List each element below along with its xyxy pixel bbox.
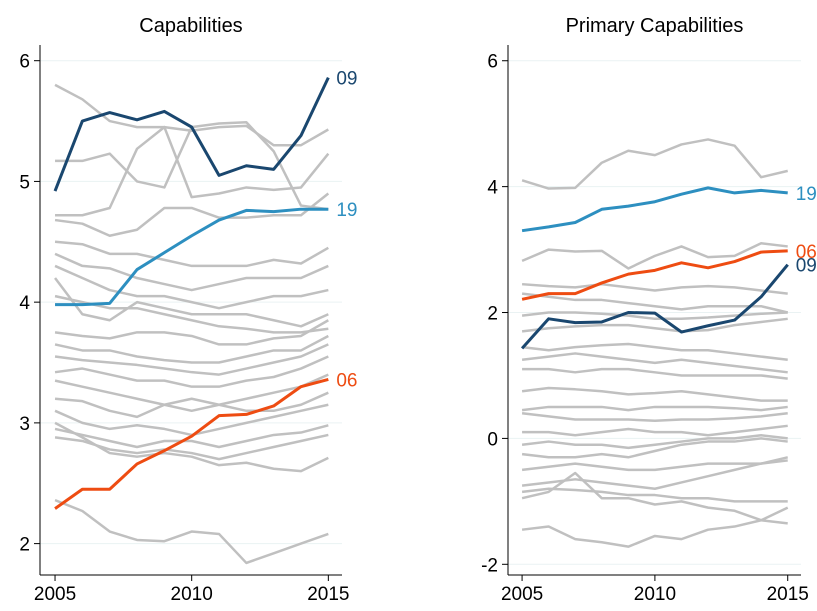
highlight-line [520,263,789,350]
line-label: 06 [796,242,817,263]
background-line [54,264,329,310]
y-tick-label: 4 [487,178,498,199]
background-line [54,277,329,328]
background-line [521,487,788,503]
background-line [521,317,788,333]
background-line [521,282,788,295]
line-label: 09 [796,256,817,277]
background-line [54,192,330,237]
background-line [521,506,789,548]
y-tick-label: 6 [487,52,498,73]
background-line [521,471,788,525]
line-label: 19 [336,200,357,221]
background-line [521,456,789,472]
highlight-line [521,249,788,301]
background-line [54,498,329,565]
background-line [54,294,329,334]
background-line [521,342,788,361]
x-tick-label: 2010 [171,584,213,605]
background-line [54,252,329,292]
y-tick-label: 4 [19,293,30,314]
highlight-line [521,186,788,233]
background-line [54,355,329,388]
background-line [54,319,329,346]
y-tick-label: 0 [487,429,498,450]
x-tick-label: 2005 [34,584,76,605]
background-line [521,311,788,321]
chart-title: Primary Capabilities [566,15,744,37]
line-label: 06 [336,370,357,391]
y-tick-label: -2 [481,555,498,576]
background-line [54,343,329,376]
line-label: 19 [796,184,817,205]
highlight-line [55,207,329,307]
background-line [54,83,329,147]
background-line [54,421,329,473]
y-tick-label: 2 [19,535,30,556]
background-line [54,424,329,449]
y-tick-label: 2 [487,304,498,325]
highlight-line [54,377,329,510]
background-line [521,292,789,314]
background-line [521,411,788,423]
background-line [55,125,330,217]
background-line [54,391,329,419]
background-line [54,334,329,364]
background-line [521,437,788,459]
background-line [521,352,788,374]
background-line [521,138,789,190]
chart-title: Capabilities [139,15,242,37]
background-line [521,242,788,270]
background-line [522,424,788,437]
x-tick-label: 2010 [634,584,676,605]
highlight-line [53,76,330,192]
background-line [521,386,788,402]
x-tick-label: 2015 [767,584,809,605]
y-tick-label: 3 [19,414,30,435]
background-line [522,367,788,380]
background-line [521,434,788,450]
line-label: 09 [336,69,357,90]
x-tick-label: 2015 [307,584,349,605]
background-line [521,405,788,412]
y-tick-label: 5 [19,172,30,193]
background-line [54,403,329,437]
y-tick-label: 6 [19,52,30,73]
background-line [54,240,329,268]
x-tick-label: 2005 [501,584,543,605]
background-line [54,373,329,413]
